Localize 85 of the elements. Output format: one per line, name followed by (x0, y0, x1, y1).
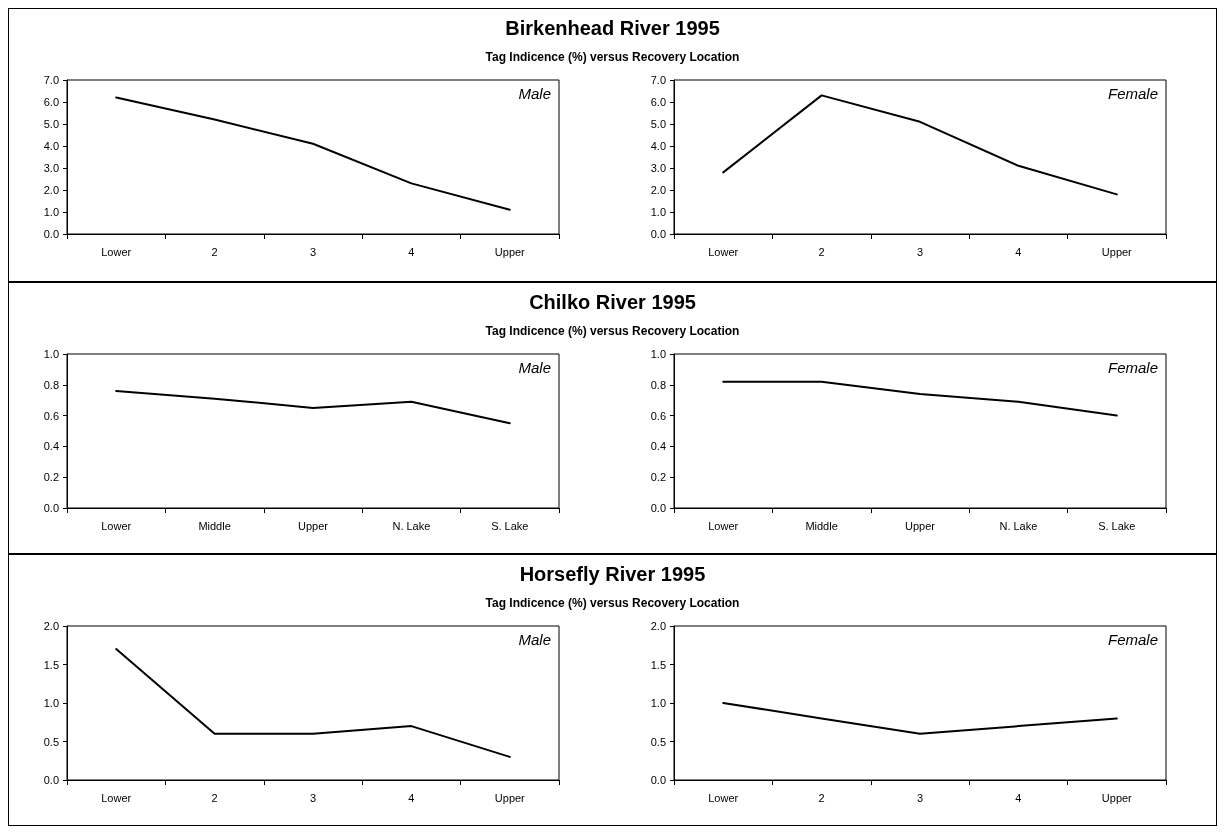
x-tick-label: Lower (101, 519, 132, 532)
text: Chilko River 1995 (528, 290, 697, 314)
line-series (115, 648, 511, 758)
x-tick-label: N. Lake (392, 519, 431, 532)
text: Horsefly River 1995 (518, 562, 707, 586)
y-tick-label: 1.5 (43, 658, 59, 671)
x-tick-label: Upper (298, 519, 329, 532)
text: Tag Indicence (%) versus Recovery Location (484, 50, 741, 64)
y-tick-label: 6.0 (43, 96, 59, 108)
x-tick-label: 3 (916, 245, 924, 258)
x-tick-label: N. Lake (999, 519, 1038, 532)
y-tick-label: 0.4 (43, 440, 59, 453)
y-tick-label: 0.0 (43, 774, 59, 786)
x-tick-label: 2 (818, 245, 825, 258)
y-tick-label: 7.0 (43, 74, 59, 86)
y-tick-label: 3.0 (43, 162, 59, 174)
x-tick-label: Lower (708, 245, 739, 258)
x-tick-label: Lower (708, 791, 739, 804)
y-tick-label: 1.0 (650, 206, 666, 218)
x-tick-label: Middle (198, 519, 231, 532)
x-tick-label: 3 (309, 245, 317, 258)
y-tick-label: 0.2 (43, 471, 59, 484)
x-tick-label: Lower (101, 245, 132, 258)
annotation: Female (1107, 631, 1159, 648)
y-tick-label: 0.5 (650, 735, 666, 748)
x-tick-label: Lower (708, 519, 739, 532)
x-tick-label: 4 (1015, 245, 1022, 258)
y-tick-label: 0.8 (43, 378, 59, 391)
y-tick-label: 1.5 (650, 658, 666, 671)
y-tick-label: 6.0 (650, 96, 666, 108)
line-series (115, 389, 511, 425)
x-tick-label: Lower (101, 791, 132, 804)
annotation: Male (518, 85, 551, 102)
y-tick-label: 0.0 (650, 774, 666, 786)
y-tick-label: 0.8 (650, 378, 666, 391)
y-tick-label: 0.0 (43, 228, 59, 240)
annotation: Female (1107, 85, 1159, 102)
y-tick-label: 5.0 (650, 118, 666, 130)
y-tick-label: 2.0 (43, 184, 59, 196)
y-tick-label: 0.0 (650, 228, 666, 240)
annotation: Male (518, 631, 551, 648)
y-tick-label: 0.6 (43, 409, 59, 422)
x-tick-label: 3 (309, 791, 317, 804)
x-tick-label: Middle (805, 519, 838, 532)
y-tick-label: 1.0 (43, 206, 59, 218)
text: Birkenhead River 1995 (504, 16, 721, 40)
y-tick-label: 0.0 (650, 502, 666, 514)
y-tick-label: 2.0 (650, 620, 666, 632)
line-series (722, 380, 1118, 417)
annotation: Female (1107, 359, 1159, 376)
y-tick-label: 0.0 (43, 502, 59, 514)
x-tick-label: S. Lake (1098, 519, 1136, 532)
annotation: Male (518, 359, 551, 376)
y-tick-label: 1.0 (43, 697, 59, 709)
text: Tag Indicence (%) versus Recovery Location (484, 596, 741, 610)
y-tick-label: 4.0 (650, 140, 666, 152)
y-tick-label: 0.2 (650, 471, 666, 484)
y-tick-label: 1.0 (650, 697, 666, 709)
y-tick-label: 0.6 (650, 409, 666, 422)
x-tick-label: 4 (408, 245, 415, 258)
y-tick-label: 7.0 (650, 74, 666, 86)
x-tick-label: Upper (1101, 791, 1133, 804)
x-tick-label: 2 (818, 791, 825, 804)
x-tick-label: S. Lake (491, 519, 529, 532)
line-series (115, 96, 511, 211)
y-tick-label: 2.0 (650, 184, 666, 196)
x-tick-label: 2 (211, 791, 218, 804)
x-tick-label: 4 (1015, 791, 1022, 804)
y-tick-label: 1.0 (43, 348, 59, 360)
y-tick-label: 2.0 (43, 620, 59, 632)
y-tick-label: 5.0 (43, 118, 59, 130)
x-tick-label: Upper (494, 791, 526, 804)
x-tick-label: 4 (408, 791, 415, 804)
y-tick-label: 0.4 (650, 440, 666, 453)
text: Tag Indicence (%) versus Recovery Location (484, 324, 741, 338)
x-tick-label: 2 (211, 245, 218, 258)
line-series (722, 702, 1118, 735)
x-tick-label: Upper (905, 519, 936, 532)
x-tick-label: Upper (494, 245, 526, 258)
x-tick-label: 3 (916, 791, 924, 804)
x-tick-label: Upper (1101, 245, 1133, 258)
y-tick-label: 0.5 (43, 735, 59, 748)
y-tick-label: 3.0 (650, 162, 666, 174)
y-tick-label: 4.0 (43, 140, 59, 152)
y-tick-label: 1.0 (650, 348, 666, 360)
